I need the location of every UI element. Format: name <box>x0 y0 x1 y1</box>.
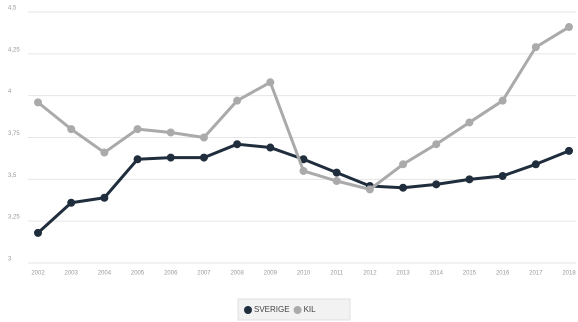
point <box>432 180 441 189</box>
point <box>266 143 275 152</box>
y-tick-label: 3,5 <box>8 173 17 179</box>
x-tick-label: 2010 <box>297 271 311 277</box>
point <box>531 160 540 169</box>
point <box>233 140 242 149</box>
point <box>233 96 242 105</box>
x-tick-label: 2011 <box>330 271 344 277</box>
x-tick-label: 2004 <box>98 271 112 277</box>
legend-marker <box>293 306 302 314</box>
point <box>531 43 540 52</box>
point <box>34 98 42 107</box>
point <box>166 128 175 137</box>
x-tick-label: 2013 <box>396 271 410 277</box>
y-tick-label: 3,75 <box>8 131 20 137</box>
point <box>67 198 76 207</box>
point <box>133 125 142 134</box>
legend-label: KIL <box>304 305 317 314</box>
x-tick-label: 2007 <box>197 271 211 277</box>
x-tick-label: 2003 <box>65 271 79 277</box>
y-tick-label: 4 <box>8 89 12 95</box>
x-tick-label: 2008 <box>230 271 244 277</box>
point <box>565 146 573 155</box>
point <box>100 193 109 202</box>
point <box>299 166 308 175</box>
point <box>34 228 42 237</box>
x-tick-label: 2005 <box>131 271 145 277</box>
point <box>399 160 408 169</box>
x-tick-label: 2016 <box>496 271 510 277</box>
y-tick-label: 3,25 <box>8 215 20 221</box>
point <box>432 140 441 149</box>
x-tick-label: 2012 <box>363 271 377 277</box>
x-tick-label: 2006 <box>164 271 178 277</box>
point <box>299 155 308 164</box>
x-tick-label: 2014 <box>430 271 444 277</box>
x-tick-label: 2009 <box>264 271 278 277</box>
point <box>365 185 374 194</box>
point <box>199 153 208 162</box>
point <box>100 148 109 157</box>
point <box>67 125 76 134</box>
series-line <box>37 25 570 191</box>
point <box>266 78 275 87</box>
point <box>565 23 573 32</box>
legend-label: SVERIGE <box>254 305 290 314</box>
legend-marker <box>244 306 252 314</box>
point <box>199 133 208 142</box>
x-tick-label: 2018 <box>562 271 576 277</box>
x-tick-label: 2002 <box>31 271 45 277</box>
point <box>465 175 474 184</box>
y-tick-label: 3 <box>8 257 12 263</box>
point <box>332 168 341 177</box>
y-tick-label: 4,5 <box>8 6 17 12</box>
legend: SVERIGE KIL <box>237 298 351 321</box>
x-tick-label: 2017 <box>529 271 543 277</box>
point <box>498 171 507 180</box>
point <box>133 155 142 164</box>
y-tick-label: 4,25 <box>8 47 20 53</box>
x-tick-label: 2015 <box>463 271 477 277</box>
point <box>166 153 175 162</box>
point <box>399 183 408 192</box>
point <box>498 96 507 105</box>
point <box>465 118 474 127</box>
point <box>332 177 341 186</box>
